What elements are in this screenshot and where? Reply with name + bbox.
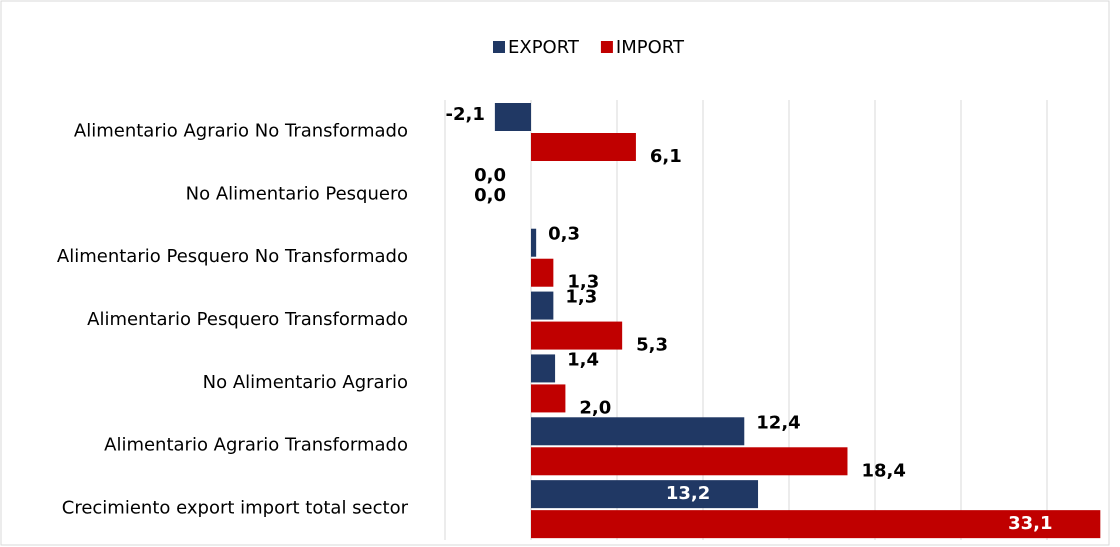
value-label: 12,4 [756, 412, 800, 433]
value-label: 0,3 [548, 224, 580, 245]
bar [531, 321, 623, 350]
value-label: 2,0 [579, 397, 611, 418]
bar [531, 384, 566, 413]
legend-label: EXPORT [508, 37, 580, 58]
bar [494, 103, 531, 131]
legend-label: IMPORT [616, 37, 685, 58]
value-label: 0,0 [474, 165, 506, 186]
value-label: 0,0 [474, 185, 506, 206]
bar [531, 228, 537, 257]
bar [531, 480, 759, 509]
category-label: No Alimentario Pesquero [186, 183, 408, 204]
value-label: 1,3 [565, 287, 597, 308]
bar [531, 417, 745, 446]
value-label: 13,2 [666, 483, 710, 504]
value-label: 1,4 [567, 349, 599, 370]
bar [531, 291, 554, 320]
bar [531, 133, 636, 161]
legend-swatch [493, 41, 505, 53]
value-label: 6,1 [650, 146, 682, 167]
value-label: 18,4 [861, 460, 905, 481]
bar [531, 354, 556, 383]
category-label: Alimentario Pesquero No Transformado [57, 246, 408, 267]
category-label: Alimentario Agrario No Transformado [74, 120, 408, 141]
category-label: Alimentario Agrario Transformado [104, 435, 408, 456]
value-label: 5,3 [636, 335, 668, 356]
value-label: 1,3 [567, 272, 599, 293]
legend-swatch [600, 41, 613, 53]
bar [531, 258, 554, 287]
category-label: No Alimentario Agrario [203, 372, 408, 393]
bar [531, 510, 1101, 539]
bar [531, 447, 848, 476]
category-label: Alimentario Pesquero Transformado [87, 309, 408, 330]
value-label: -2,1 [446, 104, 485, 125]
value-label: 33,1 [1008, 513, 1052, 534]
category-label: Crecimiento export import total sector [62, 498, 409, 519]
